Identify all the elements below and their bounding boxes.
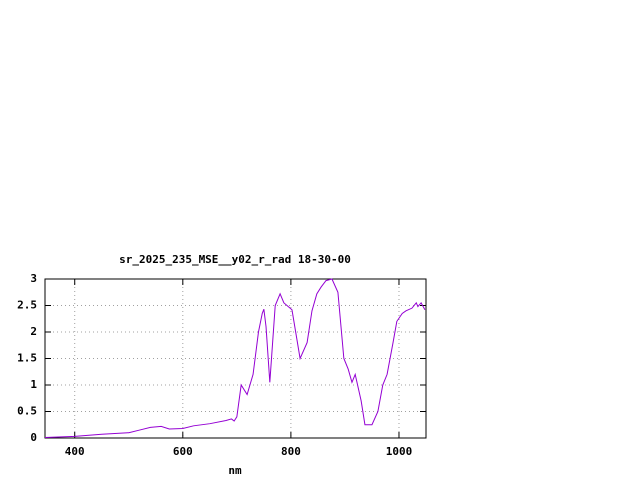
y-tick-label: 0	[30, 431, 37, 444]
y-tick-label: 1.5	[17, 352, 37, 365]
y-tick-label: 1	[30, 378, 37, 391]
y-tick-label: 2.5	[17, 299, 37, 312]
x-tick-label: 600	[173, 445, 193, 458]
plot-frame	[44, 278, 427, 439]
x-tick-label: 1000	[386, 445, 413, 458]
x-tick-label: 800	[281, 445, 301, 458]
y-tick-label: 3	[30, 272, 37, 285]
y-tick-label: 0.5	[17, 405, 37, 418]
x-tick-label: 400	[65, 445, 85, 458]
data-line	[44, 278, 426, 438]
x-axis-label: nm	[228, 464, 242, 477]
y-tick-label: 2	[30, 325, 37, 338]
chart-title: sr_2025_235_MSE__y02_r_rad 18-30-00	[119, 253, 351, 266]
